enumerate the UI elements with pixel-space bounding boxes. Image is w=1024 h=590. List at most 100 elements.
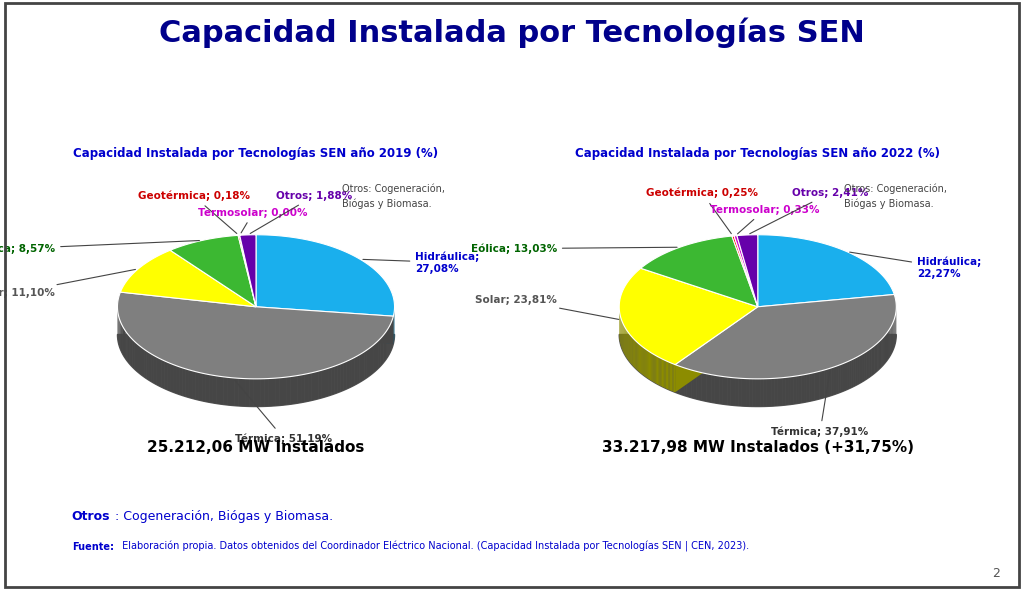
Polygon shape <box>863 353 864 381</box>
Polygon shape <box>170 235 256 307</box>
Text: Elaboración propia. Datos obtenidos del Coordinador Eléctrico Nacional. (Capacid: Elaboración propia. Datos obtenidos del … <box>119 542 749 552</box>
Polygon shape <box>132 339 134 369</box>
Text: Hidráulica;
27,08%: Hidráulica; 27,08% <box>362 251 479 274</box>
Polygon shape <box>715 375 717 404</box>
Polygon shape <box>129 336 131 365</box>
Polygon shape <box>176 366 179 395</box>
Polygon shape <box>758 235 894 307</box>
Title: Capacidad Instalada por Tecnologías SEN año 2022 (%): Capacidad Instalada por Tecnologías SEN … <box>575 147 940 160</box>
Polygon shape <box>196 372 199 400</box>
Polygon shape <box>335 365 338 394</box>
Polygon shape <box>655 356 657 384</box>
Polygon shape <box>268 378 272 407</box>
Polygon shape <box>134 341 136 371</box>
Polygon shape <box>675 365 677 393</box>
Polygon shape <box>660 358 662 386</box>
Polygon shape <box>154 355 157 385</box>
Polygon shape <box>664 359 665 388</box>
Polygon shape <box>722 376 725 405</box>
Polygon shape <box>641 236 758 307</box>
Polygon shape <box>886 333 887 362</box>
Polygon shape <box>261 379 264 407</box>
Text: Eólica; 8,57%: Eólica; 8,57% <box>0 241 200 254</box>
Polygon shape <box>384 333 385 363</box>
Polygon shape <box>843 363 845 391</box>
Polygon shape <box>675 307 758 392</box>
Polygon shape <box>253 379 257 407</box>
Polygon shape <box>362 352 365 381</box>
Polygon shape <box>206 374 209 402</box>
Polygon shape <box>386 329 387 359</box>
Polygon shape <box>125 330 126 360</box>
Polygon shape <box>170 363 173 392</box>
Polygon shape <box>256 307 393 344</box>
Polygon shape <box>199 372 203 401</box>
Polygon shape <box>814 372 817 400</box>
Polygon shape <box>804 374 807 402</box>
Polygon shape <box>758 379 761 407</box>
Polygon shape <box>385 332 386 361</box>
Polygon shape <box>118 292 393 379</box>
Polygon shape <box>667 361 669 389</box>
Polygon shape <box>839 365 841 393</box>
Polygon shape <box>857 356 859 385</box>
Polygon shape <box>766 379 769 407</box>
Polygon shape <box>673 363 674 392</box>
Polygon shape <box>883 337 884 366</box>
Text: Eólica; 13,03%: Eólica; 13,03% <box>471 243 677 254</box>
Polygon shape <box>696 371 698 399</box>
Polygon shape <box>250 379 253 407</box>
Text: 33.217,98 MW Instalados (+31,75%): 33.217,98 MW Instalados (+31,75%) <box>602 440 913 455</box>
Polygon shape <box>736 378 738 406</box>
Polygon shape <box>349 359 352 388</box>
Polygon shape <box>879 340 880 369</box>
Polygon shape <box>242 378 246 407</box>
Polygon shape <box>658 357 659 385</box>
Polygon shape <box>298 375 301 403</box>
Polygon shape <box>387 327 389 357</box>
Polygon shape <box>272 378 275 406</box>
Polygon shape <box>371 345 373 375</box>
Polygon shape <box>822 370 824 398</box>
Text: 2: 2 <box>992 567 1000 580</box>
Polygon shape <box>359 353 362 382</box>
Polygon shape <box>283 377 287 405</box>
Polygon shape <box>653 354 654 382</box>
Polygon shape <box>246 379 250 407</box>
Polygon shape <box>880 339 882 368</box>
Polygon shape <box>874 345 876 373</box>
Polygon shape <box>352 358 354 386</box>
Polygon shape <box>868 349 869 378</box>
Polygon shape <box>173 365 176 394</box>
Polygon shape <box>379 339 381 368</box>
Polygon shape <box>167 362 170 391</box>
Polygon shape <box>620 335 896 407</box>
Polygon shape <box>275 378 280 406</box>
Polygon shape <box>657 356 658 385</box>
Polygon shape <box>864 352 866 381</box>
Polygon shape <box>338 364 341 393</box>
Polygon shape <box>774 378 777 406</box>
Polygon shape <box>772 378 774 406</box>
Text: Otros; 2,41%: Otros; 2,41% <box>750 188 868 234</box>
Polygon shape <box>654 355 655 384</box>
Polygon shape <box>725 377 728 405</box>
Polygon shape <box>203 373 206 402</box>
Polygon shape <box>698 372 701 401</box>
Polygon shape <box>148 352 152 382</box>
Polygon shape <box>853 358 855 386</box>
Polygon shape <box>126 332 128 362</box>
Polygon shape <box>325 368 329 397</box>
Polygon shape <box>369 347 371 376</box>
Text: Geotérmica; 0,18%: Geotérmica; 0,18% <box>137 191 250 234</box>
Polygon shape <box>264 379 268 407</box>
Polygon shape <box>884 336 885 365</box>
Polygon shape <box>834 366 837 395</box>
Polygon shape <box>665 360 666 388</box>
Text: Hidráulica;
22,27%: Hidráulica; 22,27% <box>850 252 981 279</box>
Polygon shape <box>357 355 359 384</box>
Polygon shape <box>240 235 256 307</box>
Polygon shape <box>142 348 144 377</box>
Polygon shape <box>670 362 671 391</box>
Polygon shape <box>162 359 165 389</box>
